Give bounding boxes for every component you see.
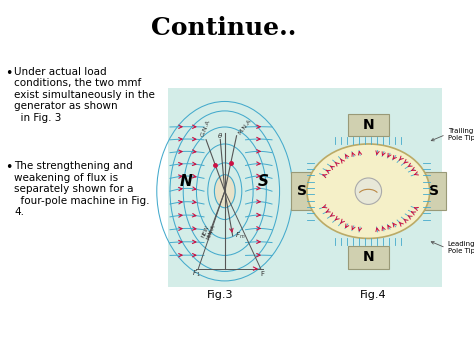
Text: N: N [363,118,374,132]
Text: Fig.4: Fig.4 [360,290,386,300]
Text: The strengthening and
weakening of flux is
separately shown for a
  four-pole ma: The strengthening and weakening of flux … [14,161,150,217]
Text: NEW
M.N.A: NEW M.N.A [201,222,217,240]
Text: S: S [297,184,307,198]
Text: Under actual load
conditions, the two mmf
exist simultaneously in the
generator : Under actual load conditions, the two mm… [14,66,155,123]
Text: Continue..: Continue.. [151,16,297,40]
Text: Leading
Pole Tip: Leading Pole Tip [447,241,474,255]
Text: $F_m$: $F_m$ [235,231,245,241]
Bar [423,172,446,210]
Text: M.N.A: M.N.A [237,118,253,136]
Ellipse shape [307,144,430,239]
Text: S: S [429,184,439,198]
Text: $\theta$: $\theta$ [218,131,224,140]
Bar [347,246,389,269]
Text: N: N [180,174,192,190]
Circle shape [355,178,382,204]
Bar [347,114,389,136]
Text: •: • [5,161,12,174]
Text: $F_1$: $F_1$ [192,269,201,279]
Text: S: S [258,174,269,190]
Text: F: F [261,271,264,277]
Text: G.N.A: G.N.A [201,119,212,137]
Bar [291,172,314,210]
Bar [168,88,442,286]
Text: •: • [5,66,12,80]
Ellipse shape [214,175,235,208]
Text: Trailing
Pole Tip: Trailing Pole Tip [447,128,474,141]
Text: N: N [363,250,374,264]
Text: Fig.3: Fig.3 [207,290,233,300]
